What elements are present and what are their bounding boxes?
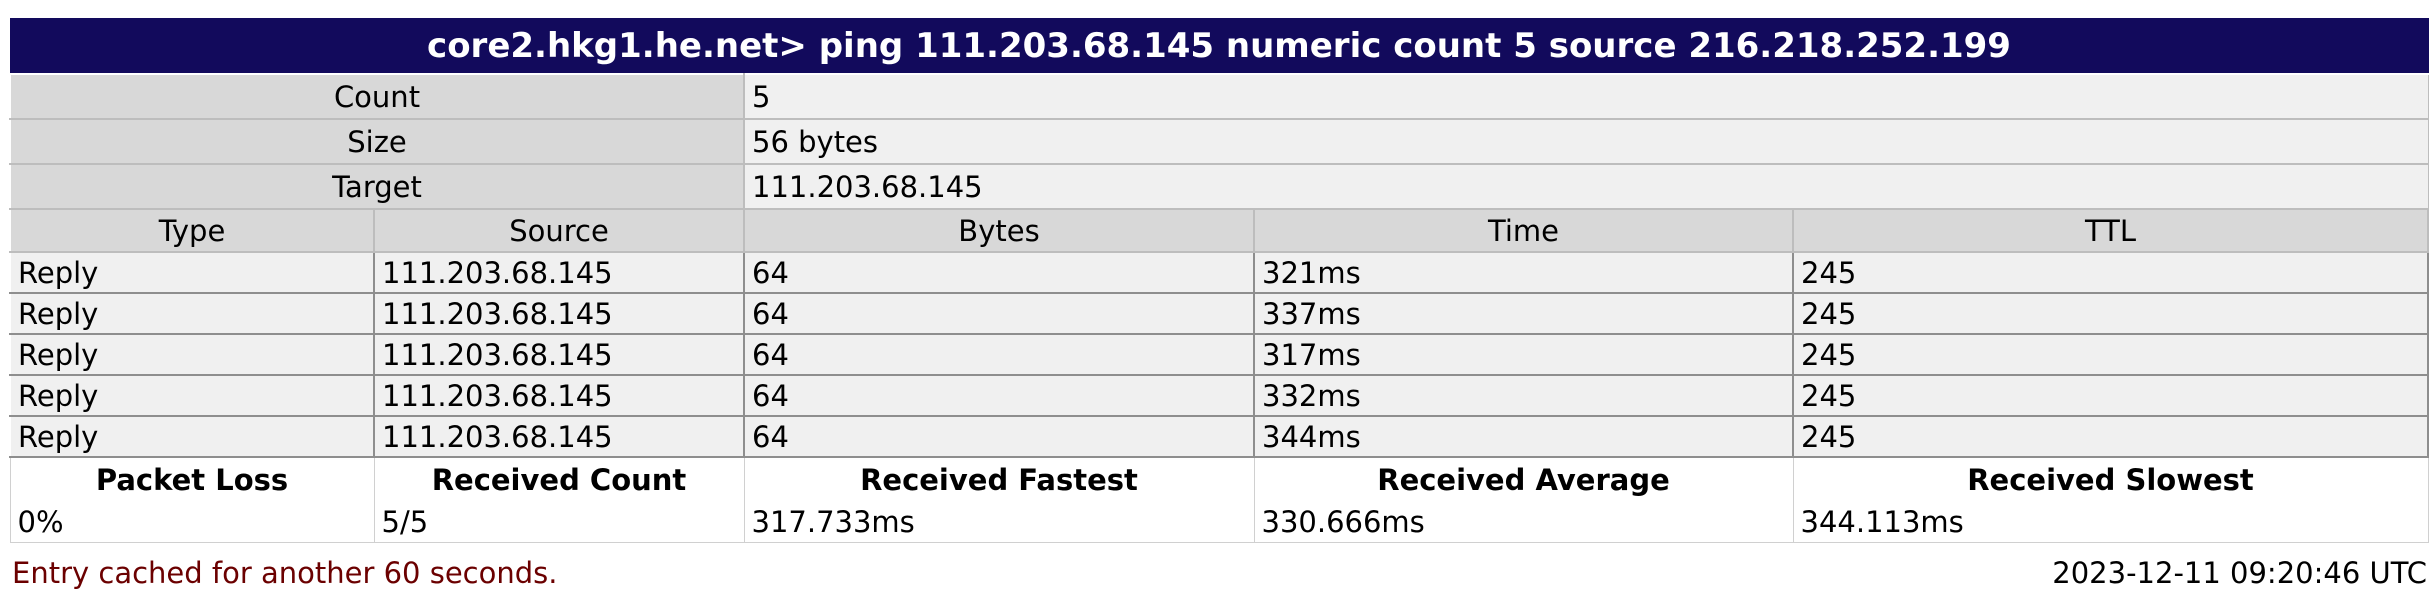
target-label: Target: [9, 163, 745, 210]
summary-header-row: Packet Loss Received Count Received Fast…: [9, 457, 2429, 501]
received-count-value: 5/5: [373, 501, 745, 543]
info-row-target: Target 111.203.68.145: [9, 163, 2429, 210]
reply-type: Reply: [9, 251, 375, 294]
summary-header-received-count: Received Count: [373, 457, 745, 501]
table-row: Reply 111.203.68.145 64 321ms 245: [9, 251, 2430, 294]
reply-bytes: 64: [743, 292, 1255, 335]
size-value: 56 bytes: [742, 118, 2429, 165]
reply-source: 111.203.68.145: [373, 374, 745, 417]
ping-result-table: core2.hkg1.he.net> ping 111.203.68.145 n…: [9, 18, 2430, 543]
summary-header-packet-loss: Packet Loss: [9, 457, 375, 501]
summary-value-row: 0% 5/5 317.733ms 330.666ms 344.113ms: [9, 501, 2429, 543]
received-slowest-value: 344.113ms: [1792, 501, 2429, 543]
table-row: Reply 111.203.68.145 64 344ms 245: [9, 415, 2430, 458]
reply-bytes: 64: [743, 333, 1255, 376]
reply-type: Reply: [9, 415, 375, 458]
command-title: core2.hkg1.he.net> ping 111.203.68.145 n…: [9, 18, 2429, 75]
reply-ttl: 245: [1791, 333, 2430, 376]
column-header-time: Time: [1253, 208, 1794, 253]
packet-loss-value: 0%: [9, 501, 375, 543]
reply-time: 332ms: [1253, 374, 1794, 417]
reply-source: 111.203.68.145: [373, 333, 745, 376]
cache-note: Entry cached for another 60 seconds.: [12, 556, 558, 590]
summary-header-received-slowest: Received Slowest: [1792, 457, 2429, 501]
reply-source: 111.203.68.145: [373, 292, 745, 335]
count-value: 5: [742, 73, 2429, 120]
column-header-source: Source: [373, 208, 745, 253]
received-average-value: 330.666ms: [1253, 501, 1794, 543]
reply-type: Reply: [9, 374, 375, 417]
reply-time: 337ms: [1253, 292, 1794, 335]
received-fastest-value: 317.733ms: [743, 501, 1255, 543]
reply-ttl: 245: [1791, 292, 2430, 335]
reply-bytes: 64: [743, 251, 1255, 294]
table-row: Reply 111.203.68.145 64 337ms 245: [9, 292, 2430, 335]
reply-ttl: 245: [1791, 415, 2430, 458]
column-header-bytes: Bytes: [743, 208, 1255, 253]
results-header-row: Type Source Bytes Time TTL: [9, 208, 2430, 253]
count-label: Count: [9, 73, 745, 120]
info-row-count: Count 5: [9, 73, 2429, 120]
reply-ttl: 245: [1791, 251, 2430, 294]
reply-time: 317ms: [1253, 333, 1794, 376]
table-row: Reply 111.203.68.145 64 317ms 245: [9, 333, 2430, 376]
size-label: Size: [9, 118, 745, 165]
column-header-ttl: TTL: [1791, 208, 2430, 253]
ping-result-panel: core2.hkg1.he.net> ping 111.203.68.145 n…: [9, 18, 2430, 543]
info-row-size: Size 56 bytes: [9, 118, 2429, 165]
column-header-type: Type: [9, 208, 375, 253]
reply-source: 111.203.68.145: [373, 251, 745, 294]
footer: Entry cached for another 60 seconds. 202…: [9, 556, 2427, 590]
table-row: Reply 111.203.68.145 64 332ms 245: [9, 374, 2430, 417]
reply-type: Reply: [9, 292, 375, 335]
reply-type: Reply: [9, 333, 375, 376]
reply-bytes: 64: [743, 415, 1255, 458]
title-row: core2.hkg1.he.net> ping 111.203.68.145 n…: [9, 18, 2429, 75]
reply-time: 344ms: [1253, 415, 1794, 458]
summary-header-received-fastest: Received Fastest: [743, 457, 1255, 501]
reply-time: 321ms: [1253, 251, 1794, 294]
target-value: 111.203.68.145: [742, 163, 2429, 210]
timestamp: 2023-12-11 09:20:46 UTC: [2052, 556, 2427, 590]
summary-header-received-average: Received Average: [1253, 457, 1794, 501]
reply-ttl: 245: [1791, 374, 2430, 417]
reply-source: 111.203.68.145: [373, 415, 745, 458]
reply-bytes: 64: [743, 374, 1255, 417]
